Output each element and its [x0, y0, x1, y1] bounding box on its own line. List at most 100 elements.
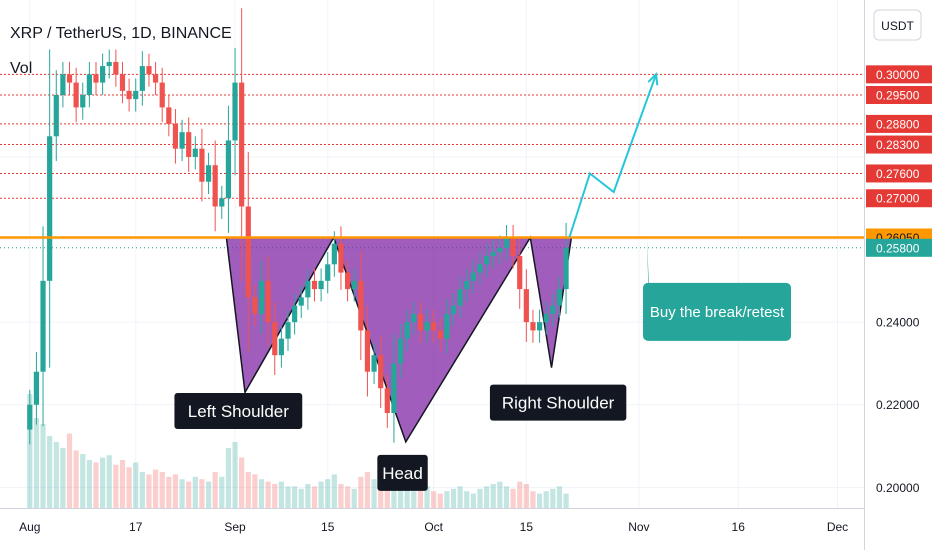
candle[interactable]: [325, 251, 331, 294]
volume-indicator-label[interactable]: Vol: [10, 60, 32, 77]
candle[interactable]: [205, 152, 212, 195]
candle[interactable]: [146, 53, 152, 87]
candle[interactable]: [33, 351, 40, 425]
candle[interactable]: [192, 136, 198, 170]
volume-bar: [172, 474, 179, 508]
candle[interactable]: [477, 251, 483, 285]
candle[interactable]: [179, 119, 185, 162]
candle[interactable]: [66, 61, 73, 95]
candle[interactable]: [80, 82, 86, 120]
candle[interactable]: [119, 61, 126, 104]
candle[interactable]: [298, 284, 304, 319]
candle[interactable]: [152, 61, 159, 95]
candle[interactable]: [503, 225, 510, 261]
candle[interactable]: [391, 333, 397, 443]
candle[interactable]: [139, 51, 145, 106]
candle[interactable]: [450, 293, 457, 327]
candle[interactable]: [219, 185, 225, 219]
candle[interactable]: [199, 128, 205, 202]
candle[interactable]: [331, 231, 337, 277]
candle[interactable]: [93, 61, 99, 95]
candle[interactable]: [378, 335, 384, 409]
candle[interactable]: [464, 268, 470, 302]
volume-bar: [166, 476, 172, 508]
candle[interactable]: [318, 268, 324, 302]
candle[interactable]: [556, 276, 563, 319]
candle[interactable]: [444, 299, 450, 354]
candle[interactable]: [536, 309, 543, 343]
candle[interactable]: [397, 323, 404, 379]
candle[interactable]: [550, 293, 556, 327]
annotation-label[interactable]: Right Shoulder: [502, 394, 615, 413]
candle[interactable]: [404, 309, 410, 352]
candle[interactable]: [311, 268, 318, 302]
candle[interactable]: [424, 309, 430, 343]
volume-bars: [27, 394, 569, 508]
candle[interactable]: [358, 251, 364, 361]
candle[interactable]: [225, 105, 232, 233]
candle[interactable]: [212, 140, 218, 232]
candle[interactable]: [86, 61, 92, 108]
price-tick-label: 0.29500: [876, 88, 920, 102]
annotation-label[interactable]: Head: [382, 464, 423, 483]
candle[interactable]: [27, 389, 33, 445]
candle[interactable]: [258, 261, 265, 334]
symbol-title[interactable]: XRP / TetherUS, 1D, BINANCE: [10, 25, 232, 42]
candle[interactable]: [292, 293, 298, 335]
candle[interactable]: [172, 109, 179, 164]
annotation-label[interactable]: Left Shoulder: [188, 402, 289, 421]
candle[interactable]: [470, 260, 476, 294]
candle[interactable]: [60, 61, 66, 108]
candle[interactable]: [510, 225, 516, 269]
candle[interactable]: [239, 8, 245, 281]
candle[interactable]: [133, 78, 139, 112]
candle[interactable]: [417, 301, 424, 343]
candle[interactable]: [100, 53, 106, 95]
candle[interactable]: [73, 67, 79, 123]
candle[interactable]: [252, 284, 258, 327]
candle[interactable]: [126, 78, 132, 112]
candle[interactable]: [186, 117, 192, 172]
candle[interactable]: [232, 47, 238, 176]
candle[interactable]: [166, 94, 172, 137]
candle[interactable]: [457, 276, 463, 319]
candle[interactable]: [344, 260, 351, 302]
candle[interactable]: [285, 309, 291, 352]
candle[interactable]: [490, 239, 496, 269]
currency-button[interactable]: [873, 9, 922, 41]
candle[interactable]: [543, 301, 549, 335]
candle-body: [437, 330, 443, 339]
callout-box[interactable]: [643, 282, 792, 341]
candle[interactable]: [305, 268, 311, 310]
candle[interactable]: [53, 70, 59, 162]
candle[interactable]: [371, 342, 377, 385]
candle[interactable]: [351, 268, 357, 302]
candle[interactable]: [338, 226, 344, 290]
candle[interactable]: [523, 269, 529, 342]
candle[interactable]: [437, 318, 443, 352]
volume-bar: [239, 457, 245, 508]
candle[interactable]: [245, 151, 251, 352]
candle[interactable]: [530, 309, 536, 343]
candle[interactable]: [159, 67, 165, 123]
projection-path[interactable]: [568, 73, 658, 238]
candle[interactable]: [113, 49, 119, 87]
candle[interactable]: [106, 49, 112, 79]
candle-body: [490, 251, 496, 257]
candle[interactable]: [278, 326, 284, 368]
candle[interactable]: [484, 243, 490, 277]
candle[interactable]: [47, 49, 53, 368]
candle[interactable]: [265, 256, 271, 347]
candle[interactable]: [497, 235, 503, 265]
candle[interactable]: [384, 373, 390, 428]
candle[interactable]: [40, 226, 46, 427]
candle[interactable]: [272, 302, 278, 376]
candle[interactable]: [411, 301, 417, 335]
candle[interactable]: [431, 309, 437, 343]
price-tick-label: 0.27600: [876, 167, 920, 181]
candle-body: [371, 355, 377, 372]
candle[interactable]: [517, 236, 523, 309]
candle[interactable]: [364, 305, 371, 397]
